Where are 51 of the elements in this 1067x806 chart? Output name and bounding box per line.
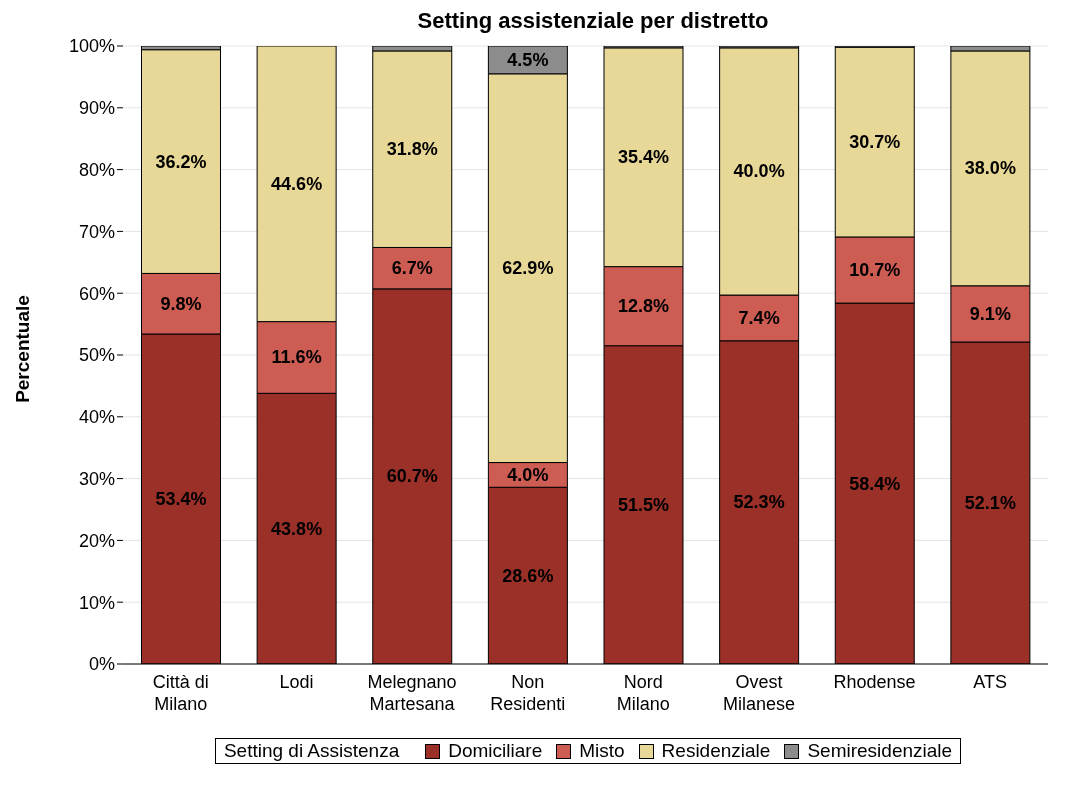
data-label: 12.8% <box>617 296 670 317</box>
x-tick-label: Rhodense <box>833 672 916 692</box>
y-tick-label: 60% <box>78 283 115 304</box>
data-label: 9.1% <box>969 303 1011 324</box>
x-tick-label: Città di Milano <box>152 672 209 714</box>
y-tick-label: 0% <box>88 654 115 675</box>
x-tick-label: Lodi <box>279 672 314 692</box>
y-axis-title: Percentuale <box>12 295 34 403</box>
data-label: 28.6% <box>502 565 554 586</box>
x-tick-label: Melegnano Martesana <box>367 672 457 714</box>
legend-label: Residenziale <box>661 740 771 762</box>
y-tick-label: 10% <box>78 592 115 613</box>
x-tick-label: Nord Milano <box>616 672 670 714</box>
data-label: 11.6% <box>271 347 322 368</box>
data-label: 51.5% <box>617 494 670 515</box>
x-tick-label: Ovest Milanese <box>722 672 795 714</box>
data-label: 35.4% <box>617 147 670 168</box>
data-label: 53.4% <box>155 488 207 509</box>
data-label: 60.7% <box>386 466 438 487</box>
data-label: 38.0% <box>964 158 1016 179</box>
data-label: 6.7% <box>391 258 433 279</box>
data-label: 36.2% <box>155 151 207 172</box>
data-label: 30.7% <box>849 132 901 153</box>
y-tick-label: 20% <box>78 530 115 551</box>
data-label: 10.7% <box>849 260 901 281</box>
data-label: 4.5% <box>507 49 549 70</box>
legend-label: Misto <box>579 740 625 762</box>
y-tick-label: 90% <box>78 98 115 119</box>
data-label: 44.6% <box>271 173 323 194</box>
chart-title: Setting assistenziale per distretto <box>416 8 770 34</box>
y-tick-label: 30% <box>78 468 115 489</box>
y-tick-label: 100% <box>68 36 115 57</box>
data-label: 7.4% <box>738 307 780 328</box>
data-label: 31.8% <box>386 139 438 160</box>
y-tick-label: 70% <box>78 221 115 242</box>
data-label: 4.0% <box>507 464 549 485</box>
data-label: 52.1% <box>964 493 1016 514</box>
data-label: 43.8% <box>271 518 323 539</box>
y-tick-label: 50% <box>78 345 115 366</box>
legend-label: Domiciliare <box>448 740 543 762</box>
legend-label: Semiresidenziale <box>807 740 953 762</box>
data-label: 52.3% <box>733 492 785 513</box>
y-tick-label: 40% <box>78 407 115 428</box>
data-label: 58.4% <box>849 473 901 494</box>
x-tick-label: Non Residenti <box>490 672 566 714</box>
data-label: 9.8% <box>160 293 202 314</box>
data-label: 62.9% <box>502 258 554 279</box>
x-tick-label: ATS <box>973 672 1008 692</box>
y-tick-label: 80% <box>78 159 115 180</box>
data-label: 40.0% <box>733 161 785 182</box>
legend-title: Setting di Assistenza <box>223 740 400 762</box>
